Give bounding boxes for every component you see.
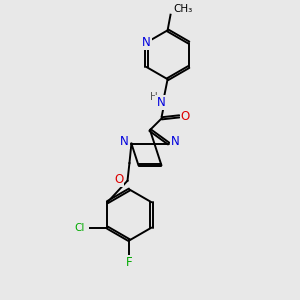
Text: N: N xyxy=(156,96,165,109)
Text: CH₃: CH₃ xyxy=(173,4,193,14)
Text: N: N xyxy=(120,135,129,148)
Text: F: F xyxy=(126,256,133,269)
Text: O: O xyxy=(181,110,190,123)
Text: N: N xyxy=(142,36,151,49)
Text: Cl: Cl xyxy=(75,223,85,232)
Text: N: N xyxy=(171,135,180,148)
Text: O: O xyxy=(114,173,123,186)
Text: H: H xyxy=(150,92,158,102)
